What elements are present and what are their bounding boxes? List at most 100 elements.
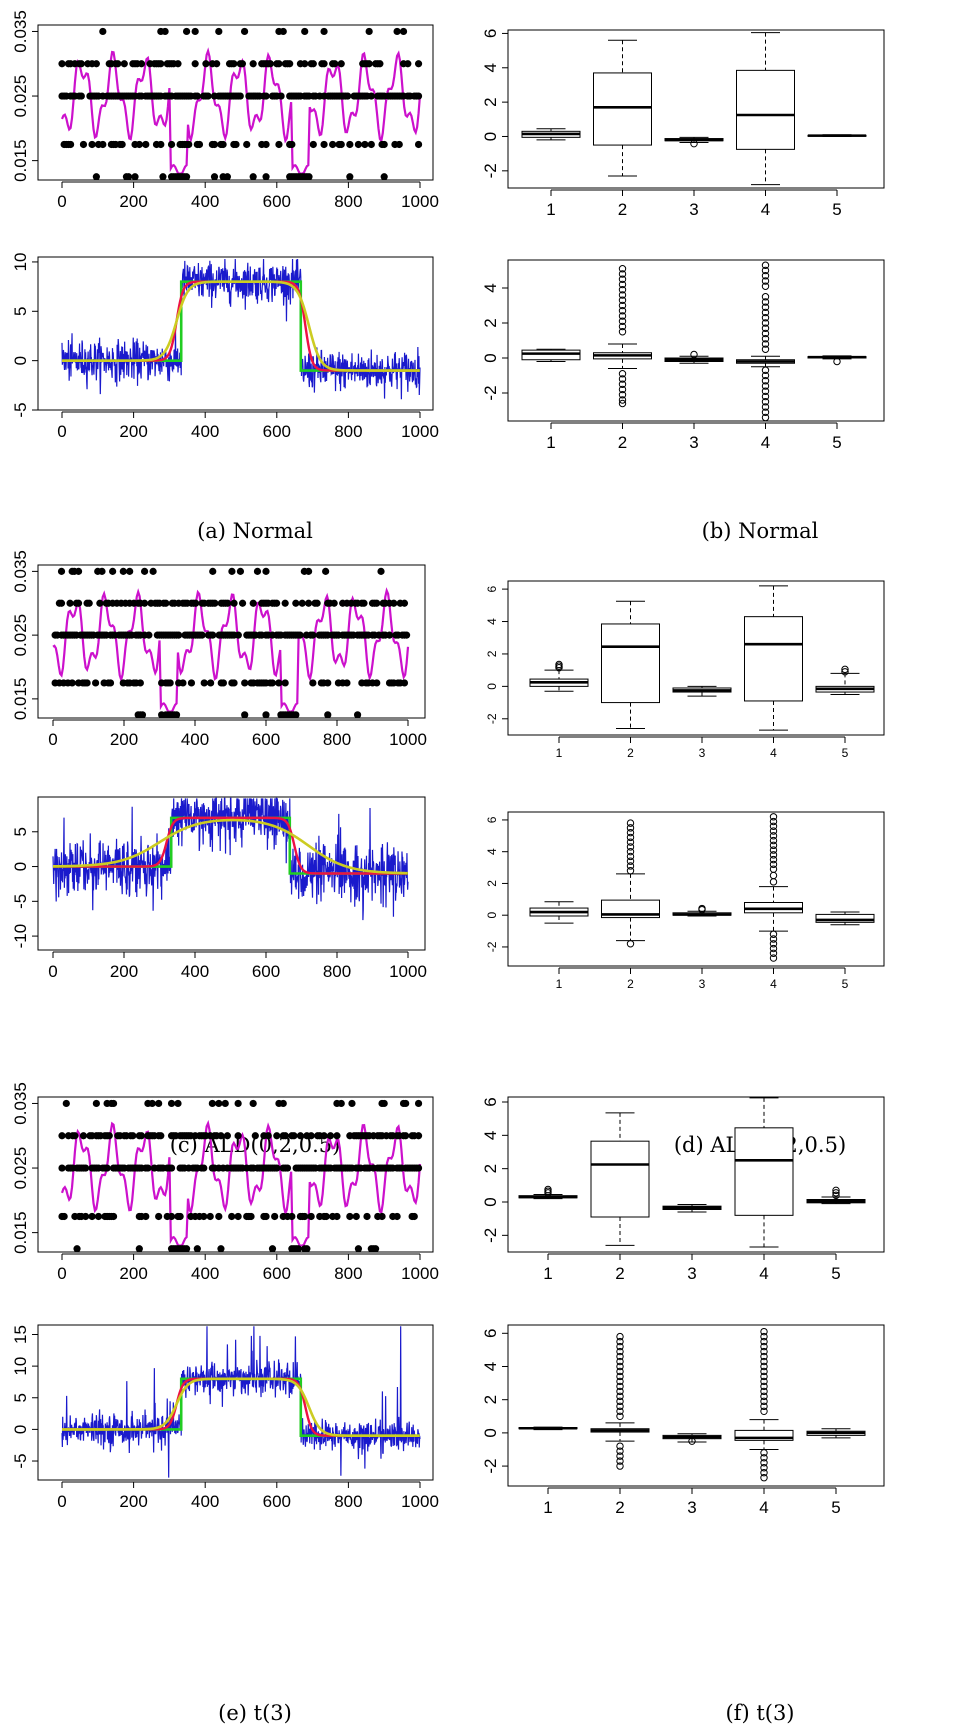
- box: [734, 1127, 794, 1216]
- x-tick-label: 1000: [401, 1264, 439, 1283]
- y-tick-label: 0.035: [11, 1082, 30, 1125]
- data-point: [309, 140, 317, 149]
- outlier-point: [760, 1352, 768, 1361]
- y-tick-label: 4: [481, 63, 500, 72]
- data-point: [393, 27, 401, 36]
- data-point: [98, 567, 106, 575]
- data-point: [249, 1099, 257, 1108]
- y-tick-label: 4: [481, 1131, 500, 1140]
- y-tick-label: -2: [481, 385, 500, 400]
- data-point: [57, 567, 66, 575]
- x-tick-label: 600: [263, 422, 291, 441]
- data-point: [120, 60, 128, 68]
- data-point: [145, 631, 153, 639]
- outlier-point: [760, 1402, 768, 1411]
- data-point: [215, 27, 223, 36]
- y-tick-label: 0: [481, 353, 500, 362]
- box-panel-b-bottom: -2 0 2 4 1 2 3 4 5: [481, 259, 885, 452]
- data-point: [346, 173, 354, 181]
- data-point: [376, 60, 384, 68]
- data-point: [119, 567, 127, 575]
- outlier-point: [769, 827, 778, 835]
- data-point: [96, 599, 104, 607]
- data-point: [249, 599, 257, 607]
- x-tick-label: 800: [323, 962, 351, 981]
- data-point: [307, 1132, 315, 1140]
- data-point: [71, 1132, 79, 1140]
- outlier-point: [626, 940, 635, 948]
- y-tick-label: 4: [481, 283, 500, 292]
- data-point: [337, 140, 345, 149]
- data-point: [148, 1099, 156, 1108]
- data-point: [373, 599, 381, 607]
- y-tick-label: 0.015: [11, 139, 30, 182]
- outlier-point: [616, 1447, 624, 1455]
- outlier-point: [769, 841, 778, 850]
- outlier-point: [618, 399, 627, 408]
- outlier-point: [626, 857, 635, 865]
- data-point: [167, 140, 176, 149]
- outlier-point: [769, 860, 778, 869]
- outlier-point: [760, 1337, 768, 1346]
- box-panel-d-top: -2 0 2 4 6 1 2 3 4 5: [485, 580, 885, 760]
- data-point: [298, 599, 306, 607]
- data-point: [166, 679, 174, 687]
- y-tick-label: 0: [485, 683, 499, 690]
- data-point: [301, 1212, 309, 1221]
- data-point: [303, 1245, 311, 1253]
- data-point: [219, 679, 227, 687]
- outlier-point: [761, 261, 770, 269]
- data-point: [142, 1212, 150, 1221]
- data-point: [57, 599, 66, 607]
- outlier-point: [760, 1362, 768, 1371]
- outlier-point: [760, 1397, 768, 1406]
- outlier-point: [833, 357, 841, 366]
- box-panel-f-bottom: -2 0 2 4 6 1 2 3 4 5: [481, 1324, 885, 1517]
- data-point: [161, 27, 169, 36]
- data-point: [223, 173, 231, 181]
- data-point: [380, 1099, 388, 1108]
- outlier-point: [761, 308, 770, 317]
- data-point: [193, 92, 201, 100]
- data-point: [238, 599, 247, 607]
- outlier-point: [760, 1377, 768, 1386]
- x-tick-label: 600: [263, 1264, 291, 1283]
- data-point: [296, 1132, 305, 1140]
- data-point: [414, 1099, 423, 1108]
- x-tick-label: 4: [759, 1498, 768, 1517]
- x-tick-label: 4: [770, 746, 777, 760]
- data-point: [58, 1164, 66, 1172]
- caption-a: (a) Normal: [197, 519, 313, 543]
- x-tick-label: 4: [761, 433, 770, 452]
- data-point: [322, 1212, 330, 1221]
- data-point: [279, 27, 287, 36]
- x-tick-label: 5: [842, 746, 849, 760]
- data-point: [372, 1245, 380, 1253]
- y-tick-label: 2: [485, 650, 499, 657]
- data-point: [393, 1212, 401, 1221]
- outlier-point: [769, 940, 778, 948]
- y-tick-label: -2: [485, 941, 499, 952]
- outlier-point: [761, 329, 770, 338]
- x-tick-label: 800: [334, 1492, 362, 1511]
- data-point: [211, 599, 219, 607]
- x-tick-label: 0: [48, 730, 57, 749]
- data-point: [109, 567, 117, 575]
- x-tick-label: 1: [546, 200, 555, 219]
- data-point: [240, 27, 249, 36]
- x-tick-label: 600: [252, 730, 280, 749]
- data-point: [344, 92, 352, 100]
- y-tick-label: 4: [481, 1362, 500, 1371]
- outlier-point: [760, 1454, 768, 1462]
- outlier-point: [769, 817, 778, 826]
- x-tick-label: 3: [689, 200, 698, 219]
- outlier-point: [626, 862, 635, 870]
- data-point: [273, 1164, 281, 1172]
- outlier-point: [760, 1459, 768, 1467]
- x-tick-label: 800: [334, 422, 362, 441]
- data-point: [207, 679, 215, 687]
- y-tick-label: 10: [11, 252, 30, 271]
- data-point: [275, 679, 283, 687]
- data-point: [361, 140, 369, 149]
- plot-frame: [507, 811, 885, 967]
